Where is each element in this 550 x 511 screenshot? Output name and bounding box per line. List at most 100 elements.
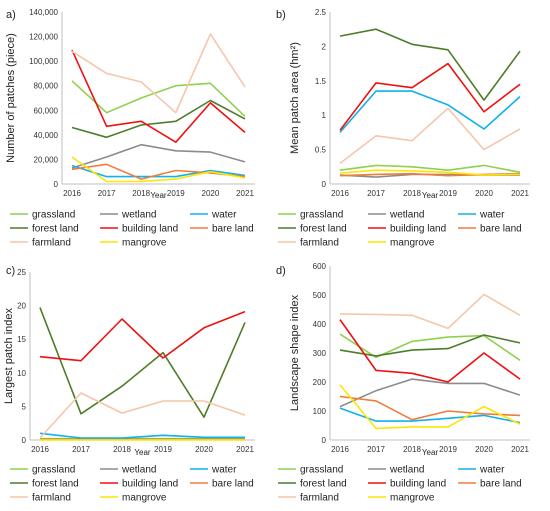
x-tick-label: 2018 bbox=[403, 189, 421, 198]
legend-label: bare land bbox=[480, 479, 522, 490]
x-axis-label: Year bbox=[150, 191, 167, 200]
x-tick-label: 2018 bbox=[403, 445, 421, 454]
legend-label: bare land bbox=[480, 224, 522, 235]
legend-label: bare land bbox=[212, 479, 254, 490]
legend-label: wetland bbox=[121, 465, 156, 476]
panel-a: a) 0 20,000 40,000 60,000 80,000 100,000 120,00… bbox=[5, 8, 255, 249]
legend-label: building land bbox=[390, 479, 446, 490]
panel-d: d) 0 100 200 300 400 500 600 2016 2017 2018 2019 202… bbox=[276, 262, 530, 504]
y-tick-label: 20 bbox=[17, 302, 26, 311]
legend-label: building land bbox=[122, 224, 178, 235]
legend-label: farmland bbox=[300, 493, 339, 504]
x-tick-label: 2018 bbox=[113, 445, 131, 454]
y-tick-label: 2 bbox=[322, 42, 327, 51]
panel-label: d) bbox=[276, 265, 286, 277]
legend-label: forest land bbox=[300, 479, 347, 490]
series-line-forest-land bbox=[339, 334, 521, 357]
y-axis-label: Mean patch area (hm²) bbox=[289, 42, 301, 154]
x-tick-label: 2017 bbox=[367, 189, 385, 198]
series-line-building-land bbox=[39, 310, 246, 362]
y-tick-label: 120,000 bbox=[29, 33, 58, 42]
y-tick-label: 0 bbox=[22, 436, 27, 445]
panel-c: c) 0 5 10 15 20 25 2016 2017 2018 2019 2020 2021 Year… bbox=[3, 265, 255, 504]
x-tick-label: 2019 bbox=[439, 189, 457, 198]
series-line-mangrove bbox=[71, 156, 246, 183]
legend-label: mangrove bbox=[122, 493, 167, 504]
legend-label: bare land bbox=[212, 224, 254, 235]
legend-label: mangrove bbox=[122, 238, 167, 249]
y-tick-label: 0 bbox=[322, 436, 327, 445]
series-line-grassland bbox=[71, 80, 246, 117]
y-tick-label: 0.5 bbox=[315, 146, 327, 155]
x-tick-label: 2016 bbox=[31, 445, 49, 454]
series-line-forest-land bbox=[39, 307, 246, 419]
legend-label: forest land bbox=[32, 479, 79, 490]
series-line-building-land bbox=[339, 62, 521, 131]
x-tick-label: 2019 bbox=[439, 445, 457, 454]
series-line-grassland bbox=[339, 164, 521, 174]
legend-label: mangrove bbox=[390, 238, 435, 249]
x-tick-label: 2017 bbox=[98, 189, 116, 198]
x-tick-label: 2021 bbox=[236, 189, 254, 198]
y-tick-label: 500 bbox=[313, 291, 327, 300]
x-axis-label: Year bbox=[134, 448, 151, 457]
x-tick-label: 2018 bbox=[132, 189, 150, 198]
series-line-farmland bbox=[339, 293, 521, 330]
legend-label: wetland bbox=[389, 465, 424, 476]
y-tick-label: 100 bbox=[313, 407, 327, 416]
x-tick-label: 2017 bbox=[72, 445, 90, 454]
legend-label: water bbox=[211, 465, 237, 476]
series-line-water bbox=[71, 164, 246, 178]
series-line-grassland bbox=[339, 333, 521, 361]
legend-label: forest land bbox=[32, 224, 79, 235]
x-tick-label: 2016 bbox=[331, 445, 349, 454]
series-line-water bbox=[339, 407, 521, 424]
y-tick-label: 400 bbox=[313, 320, 327, 329]
x-tick-label: 2021 bbox=[511, 189, 529, 198]
x-tick-label: 2021 bbox=[511, 445, 529, 454]
legend-label: water bbox=[211, 210, 237, 221]
x-tick-label: 2017 bbox=[367, 445, 385, 454]
y-tick-label: 0 bbox=[322, 180, 327, 189]
legend-label: grassland bbox=[32, 210, 75, 221]
series-line-farmland bbox=[339, 107, 521, 165]
x-tick-label: 2016 bbox=[331, 189, 349, 198]
y-tick-label: 140,000 bbox=[29, 8, 58, 17]
series-line-water bbox=[339, 90, 521, 133]
legend-label: forest land bbox=[300, 224, 347, 235]
y-tick-label: 200 bbox=[313, 378, 327, 387]
y-tick-label: 40,000 bbox=[34, 131, 59, 140]
y-tick-label: 1.5 bbox=[315, 77, 327, 86]
series-line-building-land bbox=[71, 49, 246, 143]
series-line-water bbox=[39, 432, 245, 439]
y-axis-label: Number of patches (piece) bbox=[5, 33, 17, 163]
x-axis-label: Year bbox=[422, 191, 439, 200]
y-axis-label: Landscape shape index bbox=[289, 294, 301, 411]
y-tick-label: 0 bbox=[54, 180, 59, 189]
x-tick-label: 2016 bbox=[63, 189, 81, 198]
legend-label: mangrove bbox=[390, 493, 435, 504]
series-line-wetland bbox=[339, 378, 521, 408]
series-line-mangrove bbox=[339, 384, 521, 430]
series-line-building-land bbox=[339, 319, 521, 383]
series-line-bare-land bbox=[339, 395, 521, 421]
y-tick-label: 25 bbox=[17, 268, 26, 277]
x-tick-label: 2020 bbox=[195, 445, 213, 454]
y-axis-label: Largest patch index bbox=[3, 307, 15, 404]
legend-label: building land bbox=[122, 479, 178, 490]
legend-label: grassland bbox=[32, 465, 75, 476]
series-line-forest-land bbox=[339, 28, 521, 101]
legend-label: water bbox=[479, 465, 505, 476]
panel-label: c) bbox=[6, 265, 15, 277]
series-line-farmland bbox=[71, 33, 246, 114]
y-tick-label: 1 bbox=[322, 111, 327, 120]
panel-label: b) bbox=[276, 9, 286, 21]
x-tick-label: 2020 bbox=[475, 189, 493, 198]
y-tick-label: 100,000 bbox=[29, 57, 58, 66]
y-tick-label: 300 bbox=[313, 349, 327, 358]
legend-label: water bbox=[479, 210, 505, 221]
legend-label: wetland bbox=[389, 210, 424, 221]
x-tick-label: 2021 bbox=[236, 445, 254, 454]
series-line-farmland bbox=[39, 392, 246, 439]
